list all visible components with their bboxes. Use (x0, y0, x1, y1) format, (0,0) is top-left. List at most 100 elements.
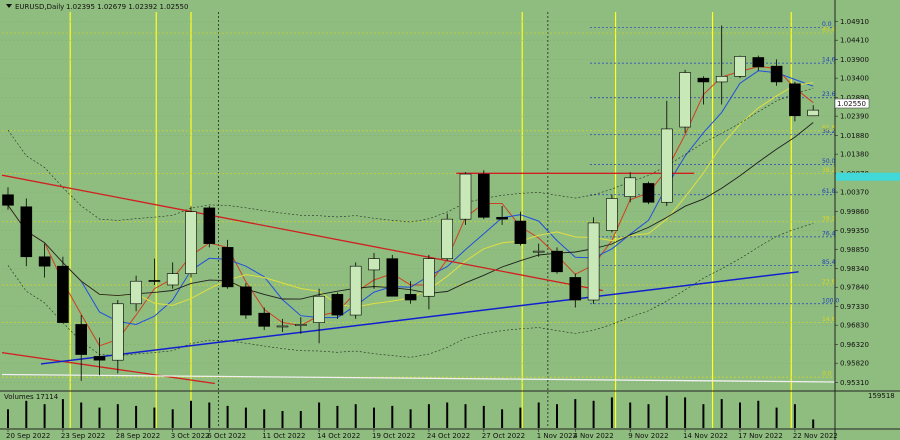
price-tick-label: 1.03900 (840, 56, 869, 64)
candle-body[interactable] (166, 273, 179, 286)
candle-body[interactable] (203, 207, 216, 244)
candle-body[interactable] (789, 83, 801, 117)
candle-body[interactable] (313, 295, 325, 323)
fib-level-label: 0.0 (822, 21, 832, 28)
fib-level-label: 76.4 (822, 230, 836, 237)
candle-body[interactable] (240, 286, 252, 316)
red-lower-channel-line[interactable] (1, 352, 215, 385)
blue-support-line[interactable] (40, 271, 799, 365)
candle-body[interactable] (75, 324, 87, 355)
candle-body[interactable] (587, 222, 600, 301)
candle-body[interactable] (331, 294, 344, 316)
candle-body[interactable] (294, 324, 307, 326)
candle-body[interactable] (734, 56, 746, 77)
fib-level-label: 61.8 (822, 124, 836, 131)
candle-body[interactable] (569, 277, 582, 301)
candle-body[interactable] (514, 220, 527, 244)
candle-body[interactable] (276, 325, 289, 328)
candle-body[interactable] (496, 216, 508, 220)
candle-body[interactable] (148, 280, 161, 282)
fib-level-label: 85.4 (822, 27, 836, 34)
date-tick-label: 28 Sep 2022 (116, 432, 160, 440)
current-price-box (834, 98, 870, 109)
candle-body[interactable] (57, 265, 69, 323)
current-price-label: 1.02550 (837, 100, 866, 108)
price-tick-label: 0.99350 (840, 227, 869, 235)
candle-body[interactable] (752, 57, 765, 68)
price-tick-label: 0.95310 (840, 379, 869, 387)
date-tick-label: 11 Oct 2022 (262, 432, 305, 440)
candle-body[interactable] (112, 303, 124, 361)
candle-body[interactable] (404, 294, 417, 301)
date-tick-label: 9 Nov 2022 (628, 432, 668, 440)
candle-body[interactable] (606, 198, 618, 231)
bollinger-upper-line (7, 88, 814, 223)
fib-level-label: 61.8 (822, 188, 836, 195)
price-tick-label: 0.97330 (840, 303, 869, 311)
date-tick-label: 6 Oct 2022 (207, 432, 246, 440)
candle-body[interactable] (20, 206, 33, 258)
candle-body[interactable] (93, 356, 106, 361)
volume-max-label: 159518 (868, 392, 895, 400)
trend-lines[interactable] (1, 172, 836, 385)
price-tick-label: 1.01380 (840, 151, 869, 159)
date-tick-label: 20 Sep 2022 (6, 432, 50, 440)
price-tick-label: 1.04910 (840, 18, 869, 26)
candle-body[interactable] (386, 258, 399, 297)
candle-body[interactable] (679, 72, 691, 128)
price-tick-label: 0.98850 (840, 246, 869, 254)
candle-body[interactable] (441, 218, 454, 259)
candle-body[interactable] (221, 247, 234, 288)
candle-body[interactable] (697, 77, 710, 83)
date-tick-label: 22 Nov 2022 (793, 432, 838, 440)
price-tick-label: 1.04410 (840, 37, 869, 45)
volume-label: Volumes 17114 (4, 393, 59, 401)
price-tick-label: 0.96320 (840, 341, 869, 349)
fib-level-label: 100.0 (822, 297, 839, 304)
bid-price-tag (836, 172, 900, 181)
candle-body[interactable] (624, 177, 637, 197)
candle-body[interactable] (459, 173, 472, 220)
candle-body[interactable] (258, 312, 271, 327)
candle-body[interactable] (349, 265, 362, 316)
candle-body[interactable] (807, 109, 820, 117)
fib-level-label: 23.6 (822, 278, 836, 285)
price-tick-label: 1.03400 (840, 75, 869, 83)
candle-body[interactable] (38, 256, 51, 267)
candle-body[interactable] (368, 258, 380, 271)
ohlc-label: 1.02395 1.02679 1.02392 1.02550 (66, 3, 188, 11)
fib-level-label: 38.2 (822, 215, 836, 222)
fib-level-label: 50.0 (822, 158, 836, 165)
date-tick-label: 27 Oct 2022 (482, 432, 525, 440)
date-tick-label: 23 Sep 2022 (61, 432, 105, 440)
fib-level-label: 0.0 (822, 371, 832, 378)
red-downtrend-line[interactable] (1, 174, 603, 292)
fib-level-label: 14.6 (822, 57, 836, 64)
white-level-line[interactable] (1, 373, 836, 383)
candle-body[interactable] (532, 250, 545, 253)
date-tick-label: 19 Oct 2022 (372, 432, 415, 440)
volume-bars (0, 390, 900, 428)
candle-body[interactable] (551, 250, 563, 273)
price-tick-label: 0.95820 (840, 360, 869, 368)
candle-body[interactable] (423, 258, 435, 297)
fibonacci-levels: 0.0 23.6 38.2 50.0 61.8 76.4 85.4 100.0 85.4 14.6… (2, 21, 839, 378)
candle-body[interactable] (2, 194, 14, 206)
candle-body[interactable] (185, 211, 197, 274)
candle-body[interactable] (477, 173, 490, 218)
date-tick-label: 14 Oct 2022 (317, 432, 360, 440)
candle-body[interactable] (770, 65, 783, 83)
date-tick-label: 24 Oct 2022 (427, 432, 470, 440)
dropdown-triangle-icon[interactable] (6, 4, 12, 8)
fib-level-label: 38.2 (822, 167, 836, 174)
symbol-label: EURUSD,Daily (15, 3, 64, 11)
candle-body[interactable] (715, 75, 728, 83)
fib-level-label: 85.4 (822, 259, 836, 266)
candle-body[interactable] (130, 280, 142, 305)
candle-body[interactable] (642, 183, 655, 203)
price-tick-label: 1.02890 (840, 94, 869, 102)
candles[interactable] (2, 25, 820, 381)
candle-body[interactable] (660, 128, 673, 203)
